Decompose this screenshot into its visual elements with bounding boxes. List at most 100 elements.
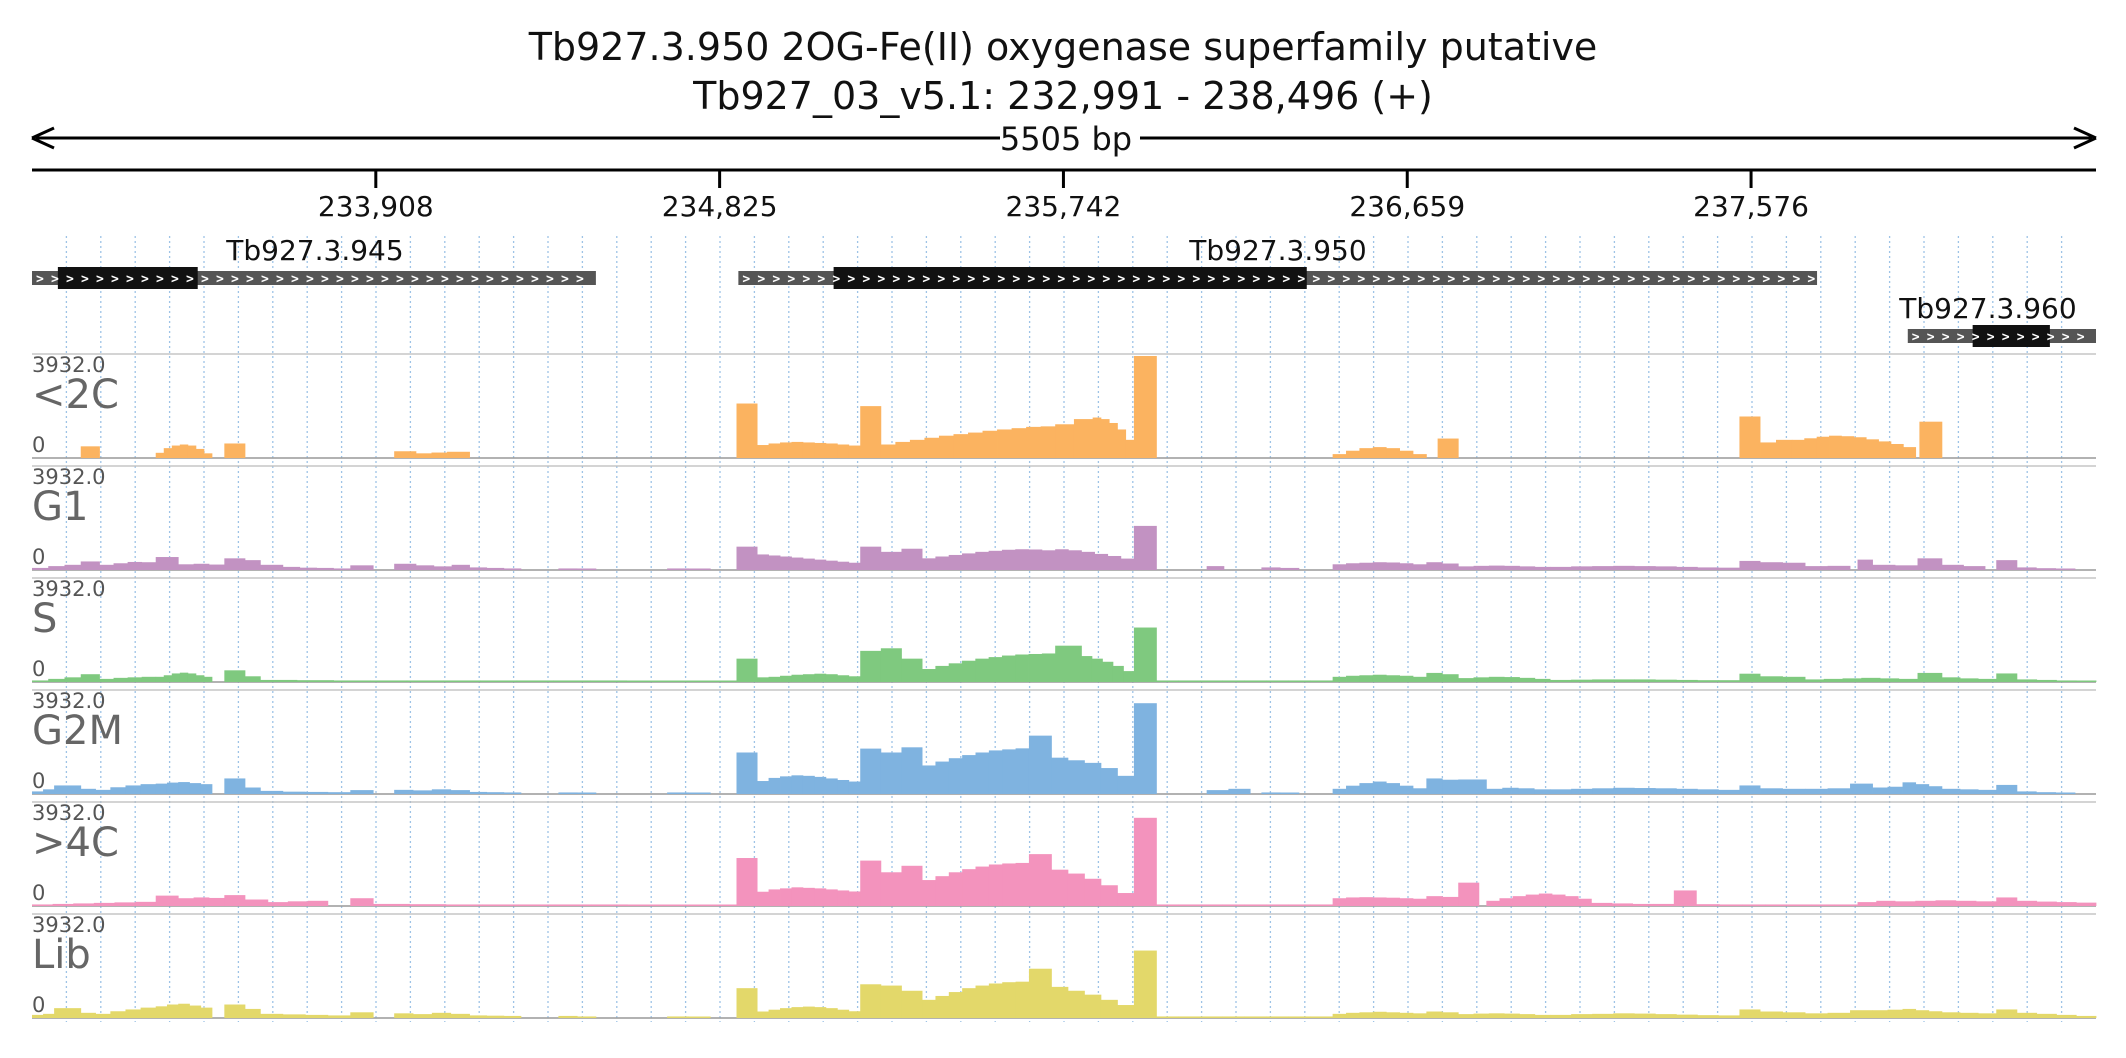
coverage-bar: [1739, 673, 1761, 682]
coverage-bar: [482, 904, 519, 906]
coverage-bar: [1244, 1016, 1267, 1018]
coverage-bar: [1519, 677, 1536, 682]
coverage-bar: [1094, 553, 1109, 570]
coverage-bar: [1346, 450, 1360, 458]
coverage-bar: [1266, 1016, 1289, 1018]
coverage-bar: [1112, 665, 1124, 682]
coverage-bar: [1001, 549, 1016, 570]
coverage-bar: [1280, 567, 1300, 570]
coverage-bar: [825, 778, 838, 794]
coverage-bar: [1133, 525, 1157, 570]
strand-arrow-icon: >: [216, 272, 224, 287]
coverage-bar: [1611, 903, 1633, 906]
coverage-bar: [32, 904, 54, 906]
coverage-bar: [1504, 1013, 1520, 1018]
coverage-bar: [2016, 900, 2038, 906]
coverage-bar: [780, 1008, 792, 1018]
coverage-bar: [1117, 893, 1135, 906]
ruler-tick-label: 235,742: [1006, 190, 1122, 223]
coverage-bar: [518, 904, 556, 906]
coverage-bar: [1359, 448, 1374, 458]
coverage-bar: [802, 674, 815, 682]
coverage-bar: [1261, 792, 1281, 794]
coverage-bar: [814, 776, 827, 794]
coverage-bar: [688, 1016, 711, 1018]
arrowhead-right-icon: [2073, 126, 2097, 150]
coverage-bar: [1791, 439, 1805, 458]
coverage-bar: [1399, 898, 1414, 906]
coverage-bar: [1613, 565, 1635, 570]
coverage-bar: [1244, 904, 1267, 906]
coverage-bar: [1458, 566, 1474, 570]
coverage-bar: [95, 789, 111, 794]
track-zero-label: 0: [32, 657, 45, 681]
coverage-bar: [589, 680, 628, 682]
coverage-bar: [1827, 1012, 1851, 1018]
coverage-bar: [1788, 904, 1812, 906]
strand-arrow-icon: >: [111, 272, 119, 287]
coverage-bar: [901, 548, 923, 570]
track-zero-label: 0: [32, 769, 45, 793]
coverage-bar: [155, 1006, 168, 1018]
strand-arrow-icon: >: [757, 272, 765, 287]
strand-arrow-icon: >: [952, 272, 960, 287]
strand-arrow-icon: >: [1927, 330, 1935, 345]
coverage-bar: [1613, 787, 1635, 794]
coverage-bar: [1697, 1015, 1719, 1018]
coverage-bar: [178, 782, 190, 794]
coverage-bar: [1978, 678, 1997, 682]
arrowhead-left-icon: [31, 126, 55, 150]
coverage-bar: [1941, 788, 1961, 794]
coverage-bar: [1760, 442, 1777, 458]
coverage-bar: [1550, 679, 1572, 682]
coverage-bar: [997, 429, 1013, 458]
coverage-bar: [413, 790, 433, 794]
coverage-bar: [171, 445, 181, 458]
coverage-bar: [1123, 671, 1135, 682]
figure-subtitle: Tb927_03_v5.1: 232,991 - 238,496 (+): [692, 74, 1433, 118]
coverage-bar: [224, 778, 246, 794]
coverage-bar: [1117, 1005, 1135, 1018]
coverage-bar: [135, 901, 157, 906]
track-name-label: >4C: [32, 820, 119, 866]
coverage-bar: [32, 1014, 44, 1018]
strand-arrow-icon: >: [516, 272, 524, 287]
coverage-bar: [195, 448, 205, 458]
coverage-bar: [370, 680, 408, 682]
coverage-bar: [1200, 904, 1223, 906]
coverage-bar: [80, 446, 100, 458]
track-1: 3932.0G1 0: [32, 465, 2096, 571]
ruler-tick-label: 234,825: [662, 190, 778, 223]
coverage-bar: [1310, 680, 1334, 682]
coverage-bar: [350, 1012, 374, 1018]
coverage-bar: [825, 674, 838, 682]
coverage-bar: [480, 680, 518, 682]
coverage-bar: [948, 992, 963, 1018]
coverage-bar: [935, 761, 950, 794]
strand-arrow-icon: >: [802, 272, 810, 287]
coverage-bar: [1857, 902, 1877, 906]
coverage-bar: [962, 988, 976, 1018]
coverage-bar: [1872, 1010, 1888, 1018]
coverage-bar: [577, 1016, 597, 1018]
coverage-bar: [2076, 902, 2097, 906]
coverage-bar: [1697, 567, 1719, 570]
strand-arrow-icon: >: [426, 272, 434, 287]
strand-arrow-icon: >: [1762, 272, 1770, 287]
strand-arrow-icon: >: [66, 272, 74, 287]
coverage-bar: [224, 558, 246, 570]
strand-arrow-icon: >: [351, 272, 359, 287]
track-name-label: G1: [32, 484, 88, 530]
coverage-bar: [1372, 447, 1387, 458]
coverage-bar: [163, 448, 173, 458]
coverage-bar: [1206, 566, 1225, 570]
coverage-bar: [953, 434, 969, 458]
coverage-bar: [554, 904, 592, 906]
coverage-bar: [140, 784, 157, 794]
coverage-bar: [373, 903, 410, 906]
strand-arrow-icon: >: [156, 272, 164, 287]
coverage-bar: [64, 677, 82, 682]
track-name-label: S: [32, 596, 57, 642]
coverage-bar: [431, 452, 448, 458]
